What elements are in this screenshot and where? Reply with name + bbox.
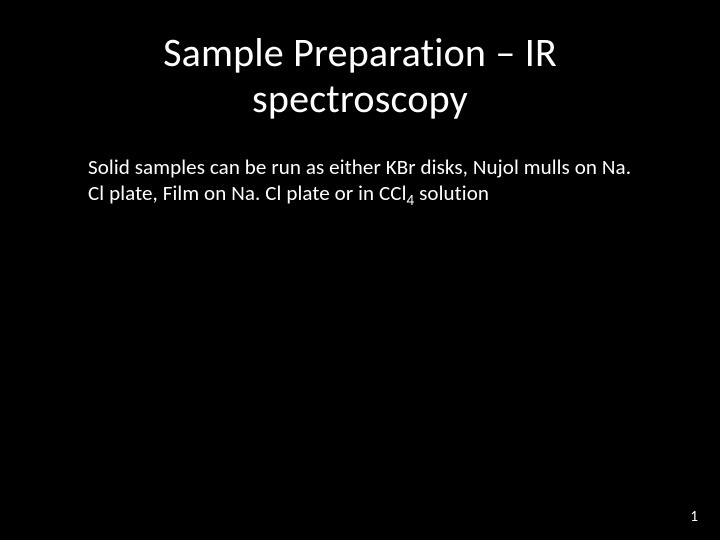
page-number: 1 — [690, 508, 698, 526]
slide: Sample Preparation – IR spectroscopy Sol… — [0, 0, 720, 540]
slide-title: Sample Preparation – IR spectroscopy — [60, 30, 660, 122]
title-line-1: Sample Preparation – IR — [163, 28, 557, 77]
title-line-2: spectroscopy — [252, 74, 468, 123]
slide-body-text: Solid samples can be run as either KBr d… — [60, 154, 660, 207]
